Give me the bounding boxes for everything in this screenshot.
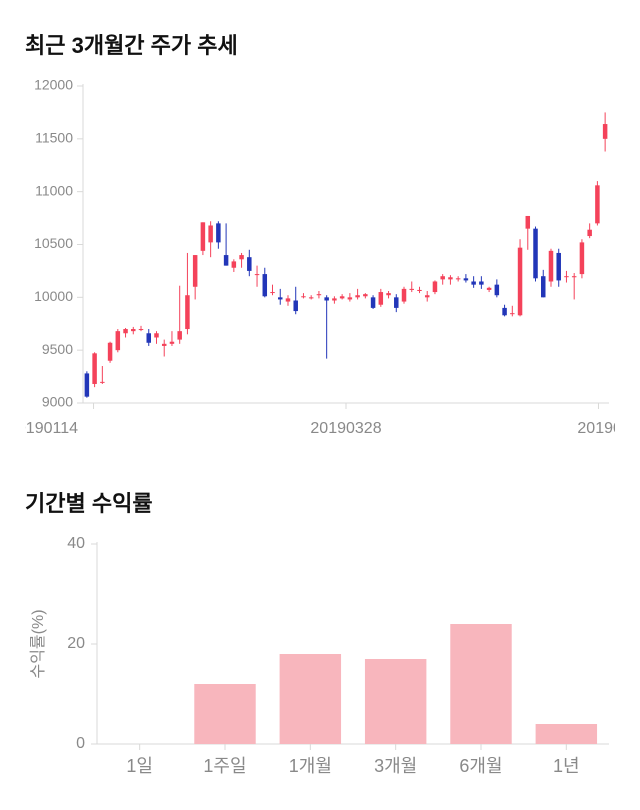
- svg-text:20190610: 20190610: [577, 420, 615, 437]
- bar-chart: 0 20 40 수익률(%) 1일 1주일 1개월 3개월 6개월 1년: [25, 536, 615, 786]
- svg-text:10500: 10500: [34, 235, 73, 251]
- svg-text:11000: 11000: [35, 182, 73, 198]
- svg-text:12000: 12000: [34, 78, 73, 93]
- svg-text:6개월: 6개월: [459, 756, 502, 776]
- bar-title: 기간별 수익률: [25, 486, 615, 518]
- svg-text:1일: 1일: [126, 756, 153, 776]
- svg-text:9000: 9000: [42, 394, 73, 410]
- svg-text:수익률(%): 수익률(%): [29, 609, 47, 678]
- candlestick-chart: 9000 9500 10000 10500 11000 11500 12000 2019011…: [25, 78, 615, 458]
- svg-text:40: 40: [67, 536, 85, 552]
- svg-text:10000: 10000: [34, 288, 73, 304]
- svg-text:11500: 11500: [35, 130, 73, 146]
- svg-text:1개월: 1개월: [289, 756, 332, 776]
- candlestick-title: 최근 3개월간 주가 추세: [25, 28, 615, 60]
- svg-text:9500: 9500: [42, 341, 73, 357]
- svg-text:3개월: 3개월: [374, 756, 417, 776]
- svg-text:0: 0: [76, 735, 85, 752]
- svg-text:20190114: 20190114: [25, 420, 78, 437]
- svg-text:20190328: 20190328: [310, 420, 381, 437]
- svg-text:20: 20: [67, 635, 85, 652]
- svg-text:1주일: 1주일: [203, 756, 246, 776]
- svg-text:1년: 1년: [553, 756, 580, 776]
